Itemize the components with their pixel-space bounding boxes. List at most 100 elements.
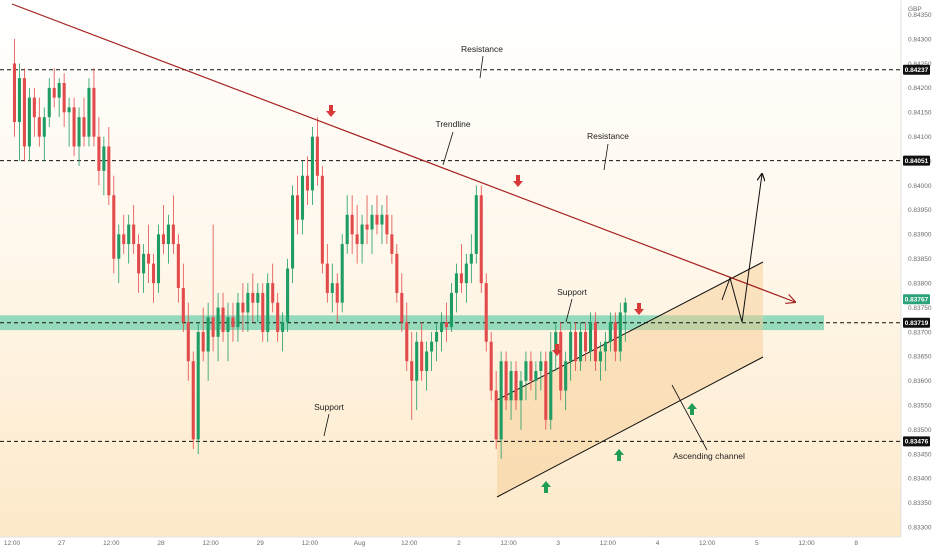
down-arrow-icon — [326, 105, 336, 117]
annotation-pointer — [479, 55, 484, 79]
candle-body — [504, 361, 508, 401]
price-tick-label: 0.83500 — [908, 427, 932, 434]
candle-body — [286, 268, 290, 323]
candle-body — [241, 302, 245, 313]
price-tick-label: 0.83750 — [908, 305, 932, 312]
time-tick-label: 5 — [755, 540, 759, 547]
candle-body — [335, 283, 339, 303]
candle-body — [534, 371, 538, 381]
down-arrow-icon — [634, 303, 644, 315]
candle-body — [97, 136, 101, 171]
price-tick-label: 0.84300 — [908, 36, 932, 43]
candle-body — [499, 361, 503, 440]
level-price-tag — [903, 317, 930, 328]
candle-body — [276, 302, 280, 332]
candle-body — [593, 322, 598, 362]
time-tick-label: 12:00 — [699, 540, 716, 547]
candle-body — [221, 307, 225, 332]
annotation-ascending-channel: Ascending channel — [673, 451, 745, 461]
annotation-pointer — [323, 413, 330, 437]
candle-body — [608, 322, 612, 342]
candle-body — [156, 234, 161, 284]
candle-body — [613, 322, 617, 352]
candle-body — [211, 317, 215, 337]
candle-body — [454, 273, 458, 293]
candle-body — [305, 175, 309, 191]
annotation-pointer — [671, 384, 708, 451]
candle-body — [291, 195, 295, 269]
candle-body — [529, 361, 533, 381]
candle-body — [539, 361, 543, 372]
candle-body — [425, 351, 429, 372]
candle-body — [420, 341, 424, 372]
candle-body — [459, 273, 463, 284]
annotation-resistance-upper: Resistance — [461, 44, 503, 54]
candle-body — [77, 117, 81, 147]
annotation-pointer — [565, 298, 573, 323]
trendline[interactable] — [11, 3, 795, 302]
ascending-channel-fill — [497, 262, 763, 497]
projection-path — [721, 174, 762, 323]
candle-body — [42, 117, 46, 137]
price-tick-label: 0.84200 — [908, 85, 932, 92]
price-tick-label: 0.83350 — [908, 500, 932, 507]
candle-body — [107, 146, 111, 196]
candle-body — [559, 331, 563, 391]
channel-lower-line — [496, 356, 764, 498]
candle-body — [325, 263, 329, 293]
candle-body — [524, 361, 528, 381]
annotation-support-lower: Support — [314, 402, 344, 412]
price-tick-label: 0.84100 — [908, 134, 932, 141]
candle-body — [415, 341, 419, 381]
up-arrow-icon — [687, 403, 697, 415]
up-arrow-icon — [614, 449, 624, 461]
green-up-arrows — [541, 403, 697, 493]
candle-body — [12, 63, 17, 123]
candle-body — [251, 292, 255, 303]
time-tick-label: 28 — [157, 540, 165, 547]
candle-body — [549, 351, 553, 420]
candle-body — [142, 253, 146, 274]
time-tick-label: 12:00 — [103, 540, 120, 547]
candle-body — [375, 214, 379, 225]
last-price-tag — [903, 294, 930, 305]
price-tick-label: 0.84150 — [908, 110, 932, 117]
candle-body — [271, 283, 275, 303]
candle-body — [92, 87, 96, 137]
annotations: Resistance Trendline Resistance Support … — [314, 44, 745, 461]
candle-body — [216, 307, 220, 337]
price-tick-label: 0.83700 — [908, 329, 932, 336]
price-tick-label: 0.83550 — [908, 402, 932, 409]
candle-body — [147, 253, 151, 264]
annotation-pointer — [603, 143, 609, 171]
level-price-tag — [903, 155, 930, 166]
price-tick-label: 0.83950 — [908, 207, 932, 214]
candle-body — [67, 107, 71, 113]
time-tick-label: Aug — [354, 540, 366, 547]
candle-body — [509, 371, 513, 401]
down-arrow-icon — [552, 344, 562, 356]
time-tick-label: 12:00 — [4, 540, 21, 547]
candle-body — [171, 224, 175, 245]
price-tick-label: 0.84000 — [908, 183, 932, 190]
candle-body — [57, 82, 61, 98]
candle-body — [137, 244, 141, 274]
price-tick-label: 0.83600 — [908, 378, 932, 385]
candle-body — [310, 136, 314, 191]
candle-body — [390, 234, 394, 254]
level-price-tag-text: 0.84051 — [905, 158, 929, 165]
candle-body — [281, 322, 285, 332]
level-price-tag — [903, 436, 930, 447]
price-tick-label: 0.84250 — [908, 61, 932, 68]
price-tick-label: 0.83650 — [908, 354, 932, 361]
candle-body — [400, 292, 404, 323]
candle-body — [295, 195, 300, 220]
candle-body — [365, 224, 369, 230]
time-tick-label: 12:00 — [798, 540, 815, 547]
candle-body — [474, 195, 478, 254]
candle-body — [117, 234, 121, 259]
last-price-tag-text: 0.83767 — [905, 297, 929, 304]
candle-body — [449, 292, 454, 328]
candle-body — [360, 224, 364, 245]
